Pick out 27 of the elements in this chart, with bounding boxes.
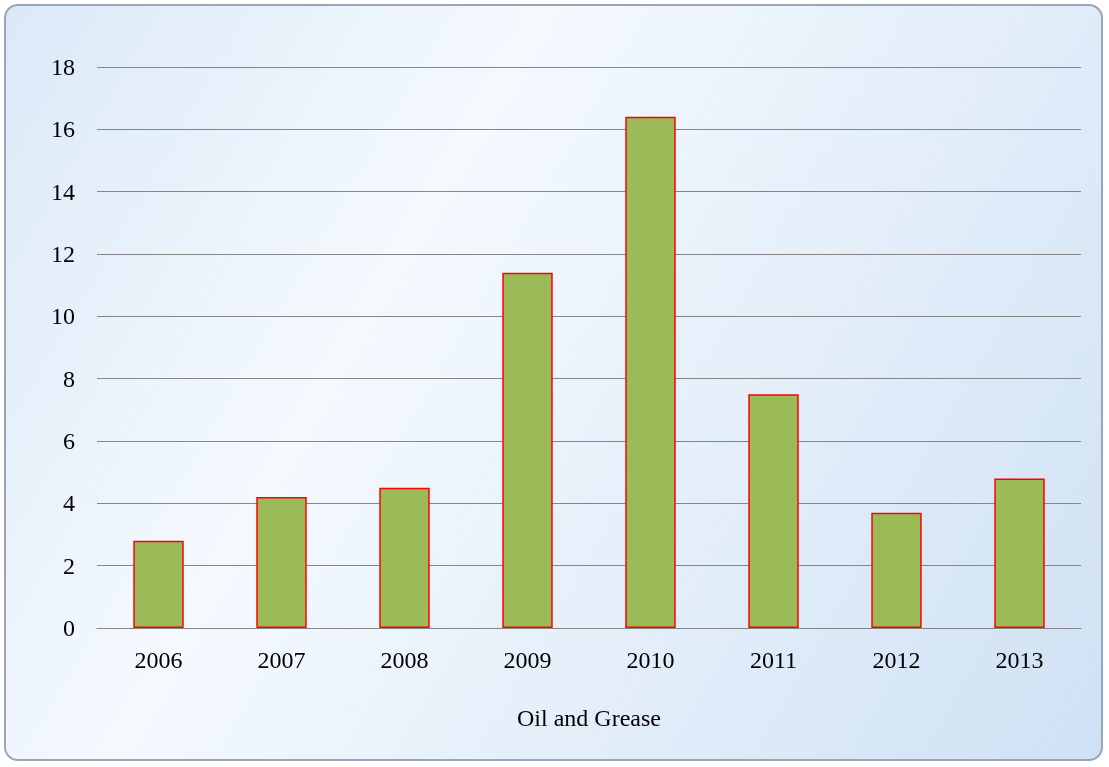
x-tick-label: 2010 bbox=[626, 647, 675, 673]
bar bbox=[379, 487, 430, 628]
x-tick-label: 2012 bbox=[872, 647, 921, 673]
y-tick-label: 18 bbox=[51, 54, 75, 80]
bar bbox=[748, 394, 799, 628]
y-tick-label: 0 bbox=[63, 615, 75, 641]
x-tick-label: 2011 bbox=[749, 647, 798, 673]
bar bbox=[256, 497, 307, 628]
x-tick-label: 2007 bbox=[257, 647, 306, 673]
bar bbox=[994, 478, 1045, 628]
bar bbox=[502, 272, 553, 628]
bar bbox=[133, 540, 184, 628]
x-axis-title: Oil and Grease bbox=[517, 705, 661, 731]
x-tick-label: 2009 bbox=[503, 647, 552, 673]
x-tick-label: 2006 bbox=[134, 647, 183, 673]
bar bbox=[871, 512, 922, 628]
x-tick-label: 2008 bbox=[380, 647, 429, 673]
y-tick-label: 8 bbox=[63, 365, 75, 392]
y-tick-label: 16 bbox=[51, 116, 75, 143]
bar bbox=[625, 116, 676, 628]
y-tick-label: 12 bbox=[51, 241, 75, 267]
x-tick-label: 2013 bbox=[995, 647, 1044, 673]
y-tick-label: 4 bbox=[63, 490, 75, 517]
y-tick-label: 10 bbox=[51, 303, 75, 330]
y-tick-label: 6 bbox=[63, 428, 75, 454]
y-tick-label: 2 bbox=[63, 552, 75, 579]
y-tick-label: 14 bbox=[51, 178, 75, 205]
